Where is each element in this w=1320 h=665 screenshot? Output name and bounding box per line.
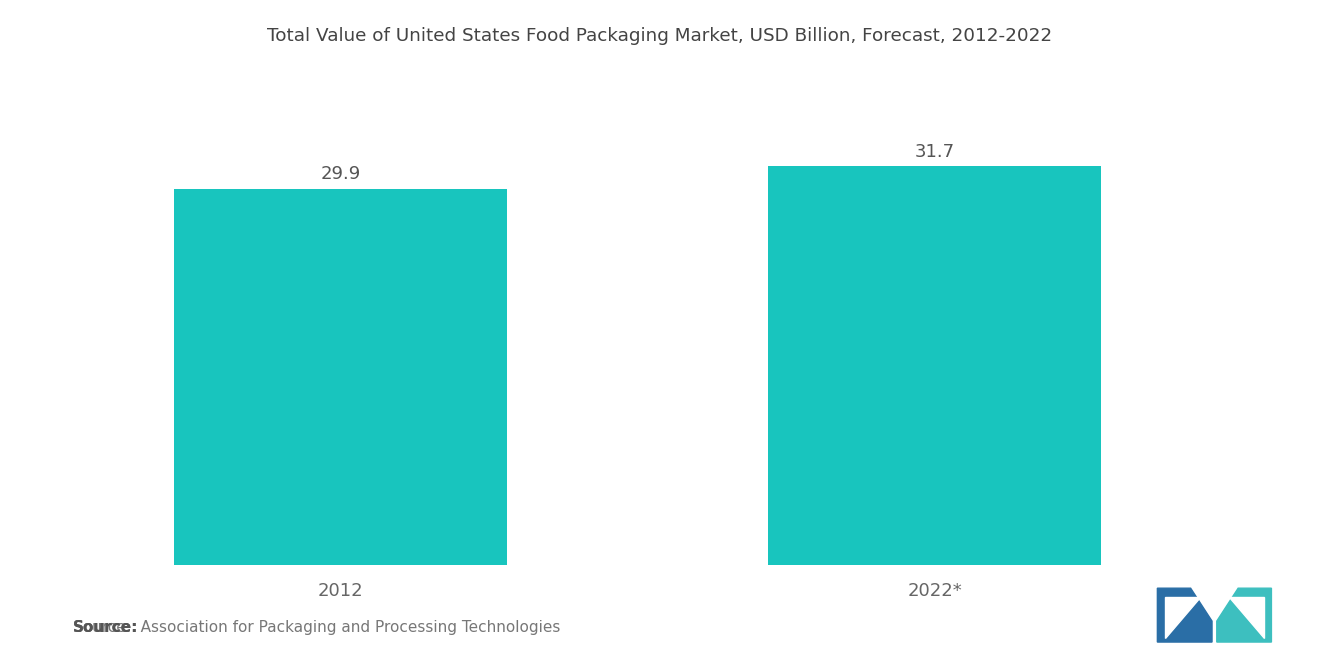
Polygon shape bbox=[1229, 597, 1265, 638]
Bar bbox=[174, 188, 507, 565]
Bar bbox=[768, 166, 1101, 565]
Polygon shape bbox=[1164, 597, 1200, 638]
Text: Total Value of United States Food Packaging Market, USD Billion, Forecast, 2012-: Total Value of United States Food Packag… bbox=[268, 27, 1052, 45]
Text: Source:  Association for Packaging and Processing Technologies: Source: Association for Packaging and Pr… bbox=[73, 620, 560, 635]
Text: Source:: Source: bbox=[73, 620, 139, 635]
Text: Source:: Source: bbox=[73, 620, 139, 635]
Text: 29.9: 29.9 bbox=[321, 166, 360, 184]
Polygon shape bbox=[1158, 589, 1212, 642]
Polygon shape bbox=[1217, 589, 1271, 642]
Text: 31.7: 31.7 bbox=[915, 143, 954, 161]
